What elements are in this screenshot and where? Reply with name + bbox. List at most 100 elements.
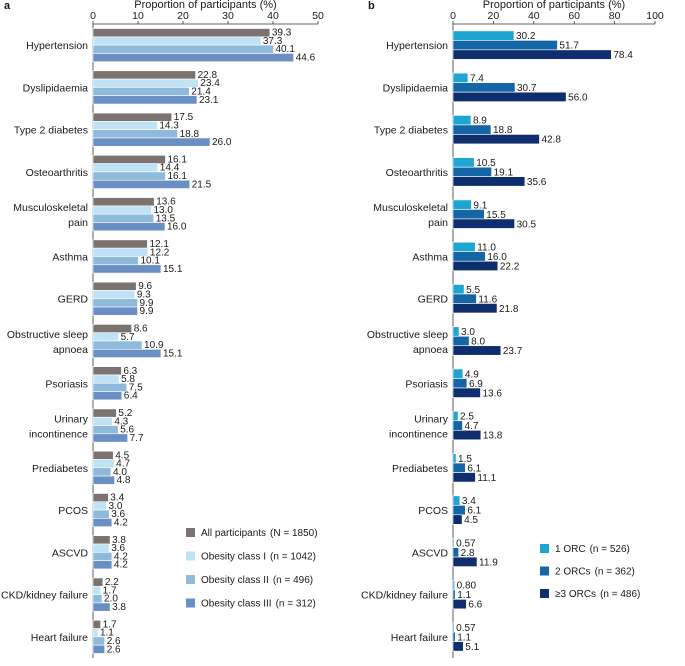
value-label: 7.4 bbox=[470, 73, 484, 84]
legend-swatch bbox=[540, 544, 549, 553]
value-label: 0.57 bbox=[456, 538, 476, 549]
bar bbox=[92, 577, 104, 587]
legend-n-label: (n = 496) bbox=[273, 575, 313, 586]
bar bbox=[92, 163, 159, 173]
panel-b: b Proportion of participants (%) 0 20 40 60 80… bbox=[361, 0, 664, 658]
bar bbox=[92, 256, 139, 266]
legend-series-name: ≥3 ORCs bbox=[555, 589, 596, 600]
value-label: 18.8 bbox=[493, 125, 513, 136]
category-label: Hypertension bbox=[26, 40, 88, 52]
bar bbox=[92, 306, 138, 316]
value-label: 9.9 bbox=[140, 306, 154, 317]
legend-series-name: 1 ORC bbox=[555, 544, 586, 555]
x-tick-label: 0 bbox=[450, 10, 456, 22]
bar bbox=[92, 137, 211, 147]
value-label: 1.5 bbox=[458, 454, 472, 465]
category-label: GERD bbox=[58, 294, 89, 306]
category-label: Obstructive sleep bbox=[7, 329, 88, 341]
x-tick-label: 80 bbox=[609, 10, 621, 22]
legend-swatch bbox=[186, 598, 195, 608]
category-label: incontinence bbox=[29, 429, 88, 441]
bar bbox=[92, 374, 120, 384]
bar bbox=[92, 493, 109, 503]
value-label: 6.9 bbox=[469, 379, 483, 390]
bar bbox=[452, 622, 455, 633]
bar bbox=[92, 425, 119, 435]
bar bbox=[92, 281, 137, 291]
bar bbox=[92, 179, 191, 189]
bar bbox=[452, 166, 492, 177]
value-label: 21.4 bbox=[191, 87, 211, 98]
value-label: 8.6 bbox=[134, 324, 148, 335]
category-label: Dyslipidaemia bbox=[383, 82, 449, 94]
value-label: 9.6 bbox=[138, 281, 152, 292]
x-tick-label: 10 bbox=[132, 10, 144, 22]
bar bbox=[92, 382, 128, 392]
category-label: Musculoskeletal bbox=[373, 202, 448, 214]
value-label: 4.7 bbox=[464, 421, 478, 432]
value-label: 16.0 bbox=[167, 222, 187, 233]
category-label: Psoriasis bbox=[45, 378, 88, 390]
value-label: 2.8 bbox=[461, 548, 475, 559]
value-label: 40.1 bbox=[275, 44, 295, 55]
panel-a: a Proportion of participants (%) 0 10 20 30 40… bbox=[1, 0, 324, 658]
value-label: 2.6 bbox=[107, 644, 121, 655]
value-label: 4.9 bbox=[465, 369, 479, 380]
value-label: 1.1 bbox=[457, 632, 471, 643]
bar bbox=[452, 429, 482, 441]
value-label: 26.0 bbox=[212, 137, 232, 148]
value-label: 13.6 bbox=[482, 388, 502, 399]
value-label: 4.8 bbox=[117, 475, 131, 486]
bar bbox=[92, 213, 155, 223]
category-label: pain bbox=[428, 217, 448, 229]
value-label: 9.1 bbox=[473, 200, 487, 211]
legend-swatch bbox=[540, 589, 549, 598]
bar bbox=[452, 589, 456, 600]
value-label: 21.8 bbox=[499, 304, 519, 315]
value-label: 44.6 bbox=[296, 53, 316, 64]
x-tick-label: 0 bbox=[90, 10, 96, 22]
value-label: 1.7 bbox=[103, 585, 117, 596]
legend-n-label: (n = 1042) bbox=[270, 552, 316, 563]
category-label: apnoea bbox=[413, 344, 448, 356]
value-label: 15.1 bbox=[163, 348, 183, 359]
bar bbox=[452, 260, 499, 272]
bar bbox=[92, 518, 113, 527]
category-label: ASCVD bbox=[52, 547, 89, 559]
bar bbox=[452, 453, 457, 464]
legend-swatch bbox=[186, 551, 195, 561]
value-label: 35.6 bbox=[527, 177, 547, 188]
category-label: Asthma bbox=[52, 251, 88, 263]
bar bbox=[452, 420, 463, 431]
bar bbox=[92, 560, 113, 570]
legend-label: Obesity class III (n = 312) bbox=[201, 599, 316, 610]
bar bbox=[452, 410, 459, 422]
bar bbox=[92, 602, 111, 612]
bar bbox=[92, 239, 148, 249]
bar bbox=[92, 416, 113, 426]
category-label: GERD bbox=[418, 294, 449, 306]
bar bbox=[92, 552, 113, 561]
bar bbox=[452, 49, 612, 60]
bar bbox=[452, 631, 456, 642]
bar bbox=[452, 218, 515, 229]
bar bbox=[92, 70, 196, 80]
bar bbox=[452, 580, 455, 591]
bar bbox=[92, 535, 111, 545]
bar bbox=[452, 176, 526, 187]
x-tick-label: 30 bbox=[222, 10, 234, 22]
bar bbox=[92, 155, 166, 164]
bar bbox=[92, 264, 162, 274]
value-label: 16.1 bbox=[167, 154, 187, 165]
category-label: Urinary bbox=[414, 414, 449, 426]
value-label: 5.7 bbox=[121, 332, 135, 343]
bar bbox=[92, 459, 115, 469]
bar bbox=[452, 505, 466, 516]
panel-letter: a bbox=[4, 0, 11, 12]
bar bbox=[92, 475, 115, 485]
category-label: Psoriasis bbox=[405, 378, 448, 390]
bar bbox=[452, 157, 475, 168]
legend-swatch bbox=[186, 575, 195, 584]
bar bbox=[92, 290, 136, 300]
bar bbox=[92, 366, 122, 376]
